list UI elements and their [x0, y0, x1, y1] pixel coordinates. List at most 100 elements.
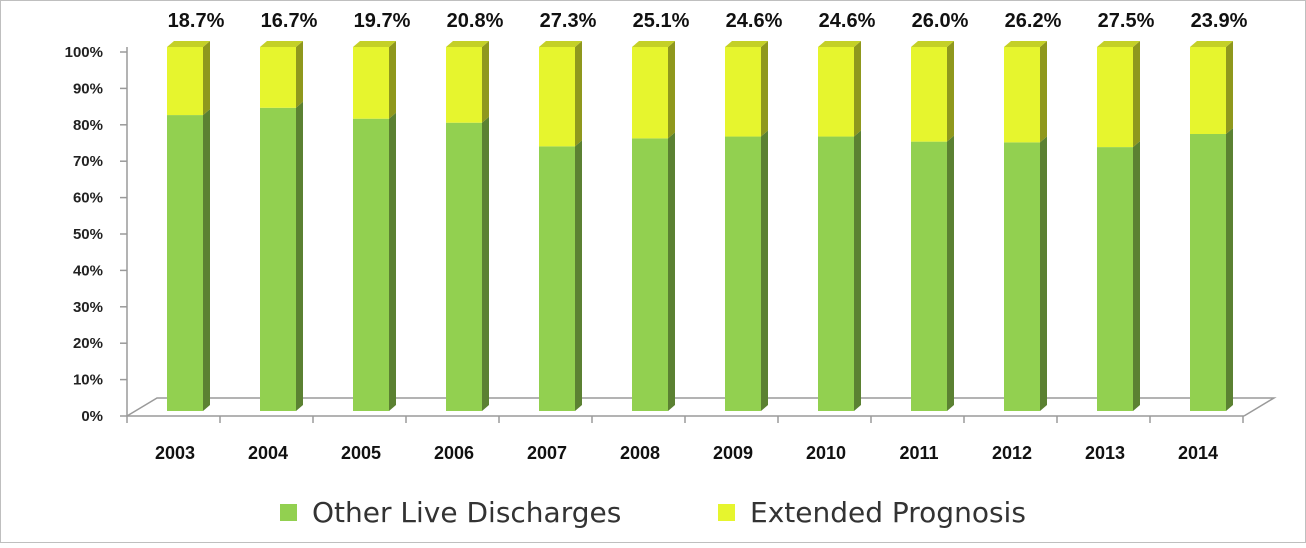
bar-top-2012: [1004, 41, 1047, 47]
bar-side-2007-1: [575, 41, 582, 147]
bar-side-2010-0: [854, 130, 861, 411]
x-tick-label: 2004: [248, 443, 288, 463]
bar-2014-0: [1190, 133, 1226, 411]
bar-2005-1: [353, 47, 389, 119]
legend: Other Live Discharges Extended Prognosis: [280, 496, 1026, 529]
bar-side-2012-0: [1040, 136, 1047, 412]
bar-top-2014: [1190, 41, 1233, 47]
x-tick-label: 2007: [527, 443, 567, 463]
bar-side-2005-0: [389, 112, 396, 411]
data-label: 18.7%: [168, 10, 225, 32]
bar-side-2006-0: [482, 116, 489, 411]
bar-2010-1: [818, 47, 854, 137]
bar-side-2014-1: [1226, 41, 1233, 134]
bar-2003-1: [167, 47, 203, 116]
bar-2013-0: [1097, 147, 1133, 411]
bar-2008-0: [632, 138, 668, 411]
x-tick-label: 2011: [899, 443, 938, 463]
x-tick-label: 2008: [620, 443, 660, 463]
bar-2005-0: [353, 118, 389, 411]
bar-2011-1: [911, 47, 947, 142]
x-tick-label: 2014: [1178, 443, 1218, 463]
data-label: 25.1%: [633, 10, 690, 32]
data-label: 23.9%: [1191, 10, 1248, 32]
data-label: 26.0%: [912, 10, 969, 32]
y-tick-label: 100%: [65, 44, 103, 61]
y-tick-label: 40%: [73, 262, 103, 279]
bar-side-2003-1: [203, 41, 210, 116]
bar-2007-0: [539, 146, 575, 411]
bar-top-2003: [167, 41, 210, 47]
bar-2011-0: [911, 141, 947, 411]
bar-side-2008-1: [668, 41, 675, 139]
bar-2007-1: [539, 47, 575, 147]
bar-2003-0: [167, 115, 203, 412]
bar-side-2011-0: [947, 135, 954, 411]
bar-side-2012-1: [1040, 41, 1047, 143]
y-tick-label: 70%: [73, 153, 103, 170]
bar-top-2013: [1097, 41, 1140, 47]
bar-side-2009-1: [761, 41, 768, 137]
bar-side-2008-0: [668, 132, 675, 411]
bar-2006-0: [446, 122, 482, 411]
x-tick-label: 2006: [434, 443, 474, 463]
bar-side-2006-1: [482, 41, 489, 123]
bar-2004-1: [260, 47, 296, 108]
bar-top-2008: [632, 41, 675, 47]
y-tick-label: 60%: [73, 190, 103, 207]
labels-layer: 2003 18.7% 2004 16.7% 2005 19.7% 2006 20.8% 2007…: [155, 10, 1248, 463]
bar-2014-1: [1190, 47, 1226, 134]
chart-floor: [126, 397, 1277, 417]
bar-side-2004-0: [296, 101, 303, 412]
bar-top-2005: [353, 41, 396, 47]
bar-2009-0: [725, 136, 761, 411]
bar-side-2010-1: [854, 41, 861, 137]
bar-side-2014-0: [1226, 127, 1233, 411]
bar-2009-1: [725, 47, 761, 137]
bar-side-2013-0: [1133, 141, 1140, 411]
bar-top-2010: [818, 41, 861, 47]
bar-side-2007-0: [575, 140, 582, 411]
y-tick-label: 80%: [73, 117, 103, 134]
x-tick-label: 2013: [1085, 443, 1125, 463]
data-label: 19.7%: [354, 10, 411, 32]
bar-side-2003-0: [203, 109, 210, 412]
bar-2012-0: [1004, 142, 1040, 412]
bar-2006-1: [446, 47, 482, 123]
bar-top-2007: [539, 41, 582, 47]
bar-side-2009-0: [761, 130, 768, 411]
legend-label: Other Live Discharges: [312, 496, 621, 529]
legend-swatch: [718, 504, 735, 521]
y-tick-label: 90%: [73, 80, 103, 97]
bar-side-2004-1: [296, 41, 303, 108]
data-label: 24.6%: [819, 10, 876, 32]
bar-side-2013-1: [1133, 41, 1140, 148]
bar-2012-1: [1004, 47, 1040, 143]
y-tick-label: 20%: [73, 335, 103, 352]
bars-layer: [167, 41, 1233, 412]
y-tick-label: 30%: [73, 299, 103, 316]
y-tick-label: 0%: [81, 408, 103, 425]
bar-2010-0: [818, 136, 854, 411]
x-tick-label: 2010: [806, 443, 846, 463]
axis-layer: 0% 10% 20% 30% 40% 50% 60% 70% 80% 90% 100%: [65, 44, 1277, 425]
bar-2004-0: [260, 107, 296, 412]
bar-top-2004: [260, 41, 303, 47]
bar-side-2011-1: [947, 41, 954, 142]
bar-top-2006: [446, 41, 489, 47]
x-tick-label: 2012: [992, 443, 1032, 463]
y-tick-label: 10%: [73, 372, 103, 389]
x-tick-label: 2009: [713, 443, 753, 463]
data-label: 27.3%: [540, 10, 597, 32]
data-label: 16.7%: [261, 10, 318, 32]
legend-swatch: [280, 504, 297, 521]
bar-2008-1: [632, 47, 668, 139]
bar-2013-1: [1097, 47, 1133, 148]
y-tick-label: 50%: [73, 226, 103, 243]
bar-top-2009: [725, 41, 768, 47]
x-tick-label: 2003: [155, 443, 195, 463]
bar-side-2005-1: [389, 41, 396, 119]
data-label: 26.2%: [1005, 10, 1062, 32]
